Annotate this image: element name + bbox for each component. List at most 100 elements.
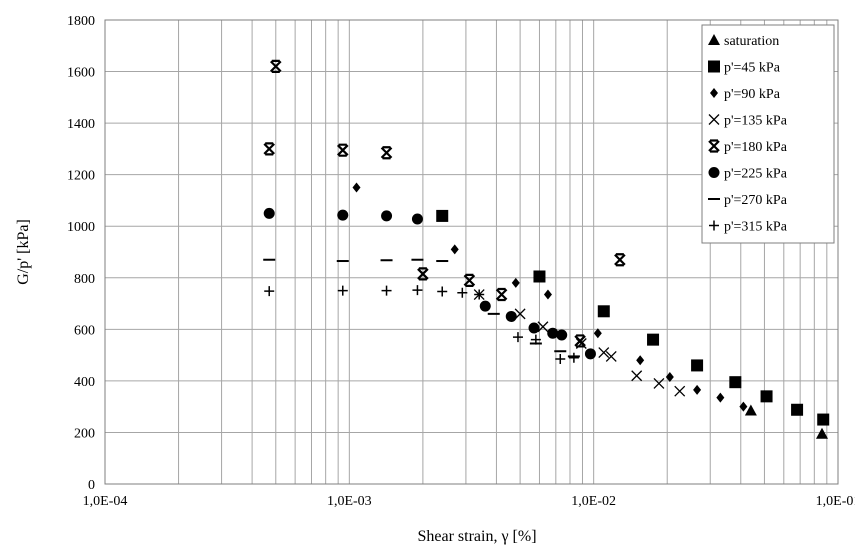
legend-item: saturation [708,34,779,49]
data-point [336,143,349,157]
data-point [693,384,702,395]
y-axis-title: G/p' [kPa] [15,219,32,285]
data-point [543,289,552,300]
legend-label: p'=180 kPa [724,140,788,155]
series-5 [263,207,596,360]
y-tick-label: 1200 [67,169,95,184]
data-point [463,273,476,287]
y-tick-label: 1600 [67,66,95,81]
y-tick-label: 800 [74,272,95,287]
data-point [556,329,568,341]
data-point [537,321,549,333]
data-point [555,353,566,364]
legend-marker [708,114,720,125]
grid [105,20,838,484]
data-point [380,146,393,160]
data-point [597,305,610,318]
data-point [495,287,508,302]
legend-label: p'=225 kPa [724,167,788,182]
legend-box [701,24,835,244]
axis-ticks: 0 200 400 600 800 1000 1200 1400 1600 1800 1,0E-04… [67,14,855,509]
data-point [474,289,485,300]
legend-marker [708,167,720,178]
data-point [744,404,757,416]
data-point [412,285,423,296]
series-2 [352,182,748,412]
legend-marker [708,60,720,73]
data-point [584,348,596,360]
data-point [716,392,725,403]
legend-item: p'=90 kPa [710,87,781,102]
data-point [739,401,748,412]
x-tick-label: 1,0E-02 [571,494,616,509]
legend-item: p'=315 kPa [709,220,788,235]
data-point [263,142,275,156]
data-point [381,210,393,222]
plot-frame [104,19,839,485]
legend-marker [710,88,718,98]
data-point [647,333,660,346]
data-point [436,209,449,222]
legend-label: p'=135 kPa [724,114,788,129]
data-point [674,385,686,397]
data-point [598,347,610,358]
y-tick-label: 600 [74,323,95,338]
legend: saturation p'=45 kPa p'=90 kPa p'=135 kPa p'… [701,24,835,244]
data-point [593,328,602,339]
data-point [411,213,423,225]
x-tick-label: 1,0E-03 [327,494,372,509]
legend-marker [708,139,720,153]
series-6 [263,258,580,358]
legend-label: p'=315 kPa [724,220,788,235]
data-point [729,376,742,389]
data-point [512,332,523,343]
series-3 [473,289,686,397]
y-tick-label: 1400 [67,117,95,132]
data-point [547,327,559,339]
legend-marker [709,220,719,231]
data-point [574,334,586,348]
data-point [450,244,459,255]
data-point [665,372,674,383]
data-point [791,403,804,416]
data-point [381,285,392,296]
data-point [636,355,645,366]
data-point [760,390,773,403]
legend-item: p'=135 kPa [708,114,788,129]
data-point [417,267,429,281]
y-tick-label: 200 [74,426,95,441]
y-tick-label: 1800 [67,14,95,29]
data-point [653,378,665,389]
data-point [614,253,626,267]
data-point [691,359,704,372]
data-point [479,300,491,312]
data-point [514,308,526,320]
data-point [270,59,282,73]
legend-item: p'=270 kPa [708,193,788,208]
legend-label: saturation [724,34,779,49]
data-point [815,427,828,439]
x-tick-label: 1,0E-04 [83,494,128,509]
legend-item: p'=225 kPa [708,167,788,182]
data-point [605,350,617,362]
legend-label: p'=270 kPa [724,193,788,208]
y-tick-label: 1000 [67,220,95,235]
legend-label: p'=45 kPa [724,61,781,76]
data-point [457,287,468,298]
legend-item: p'=45 kPa [708,60,781,76]
data-point [568,352,579,363]
legend-item: p'=180 kPa [708,139,788,155]
series-1 [436,209,830,426]
data-point [533,270,546,283]
data-point [631,370,643,382]
data-point [264,286,275,297]
legend-marker [708,34,720,45]
y-tick-label: 400 [74,375,95,390]
data-point [437,286,448,297]
data-point [352,182,361,193]
series-0 [744,404,828,439]
x-tick-label: 1,0E-01 [816,494,855,509]
data-point [263,207,275,219]
